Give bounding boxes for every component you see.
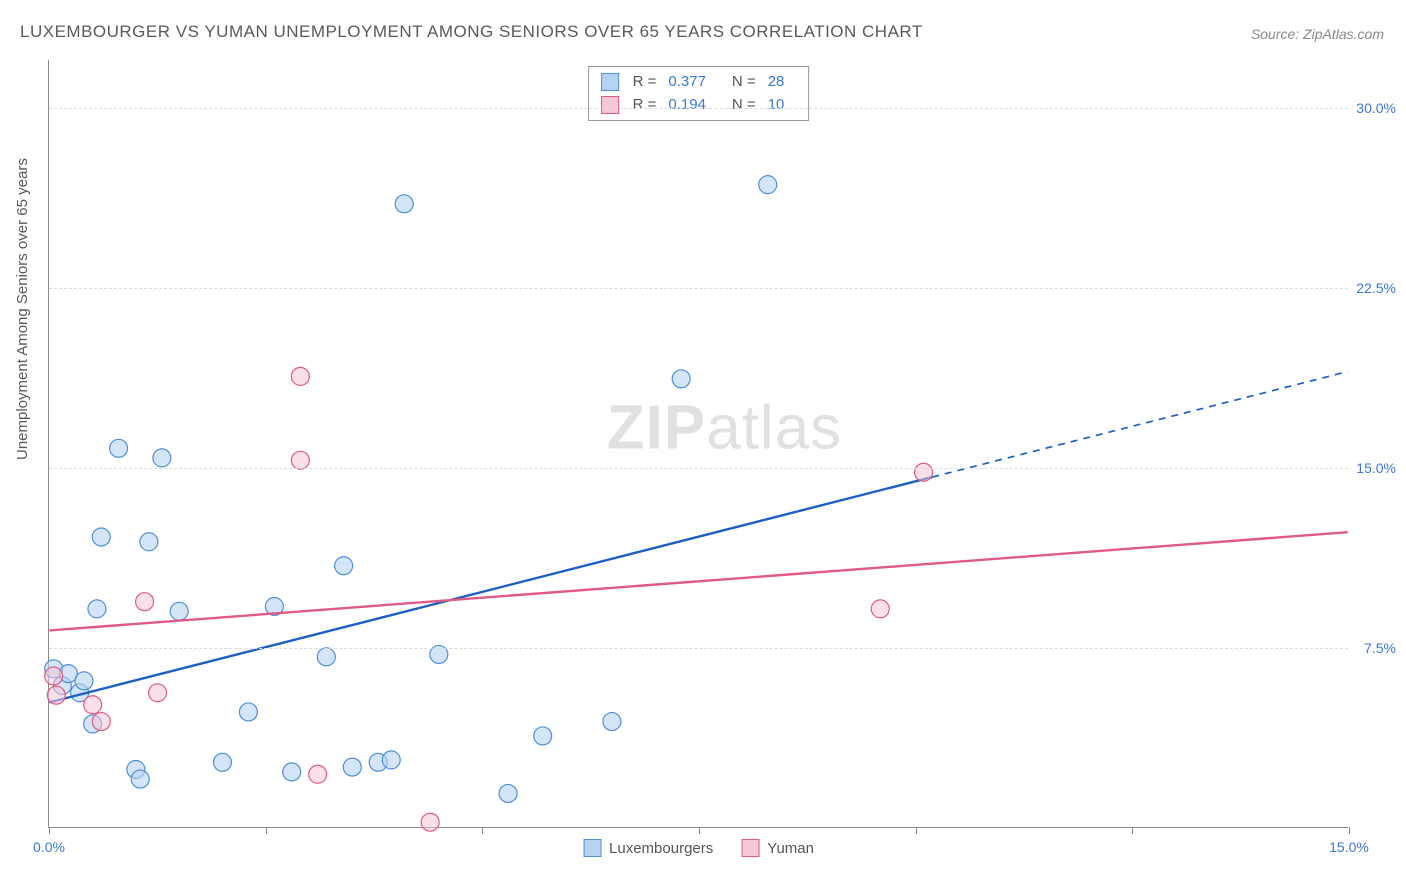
legend-swatch [601,96,619,114]
data-point [136,593,154,611]
y-tick-label: 15.0% [1352,460,1396,476]
legend-r-value: 0.194 [668,94,706,117]
y-tick-label: 30.0% [1352,100,1396,116]
legend-n-value: 28 [768,71,785,94]
gridline [49,468,1348,469]
series-legend-label: Yuman [767,840,814,857]
chart-title: LUXEMBOURGER VS YUMAN UNEMPLOYMENT AMONG… [20,22,923,42]
data-point [534,727,552,745]
series-legend-item: Luxembourgers [583,839,713,857]
data-point [915,463,933,481]
data-point [92,713,110,731]
data-point [382,751,400,769]
trend-line [49,477,932,702]
data-point [170,602,188,620]
x-tick [482,827,483,834]
series-legend-item: Yuman [741,839,814,857]
trend-line [49,532,1347,630]
data-point [213,753,231,771]
x-tick [699,827,700,834]
data-point [759,176,777,194]
legend-swatch [601,73,619,91]
legend-n-label: N = [732,94,756,117]
legend-n-value: 10 [768,94,785,117]
gridline [49,108,1348,109]
data-point [871,600,889,618]
data-point [421,813,439,831]
x-tick [916,827,917,834]
series-legend: Luxembourgers Yuman [583,839,814,857]
data-point [47,686,65,704]
data-point [110,439,128,457]
data-point [291,451,309,469]
data-point [84,696,102,714]
data-point [149,684,167,702]
y-tick-label: 7.5% [1352,640,1396,656]
gridline [49,648,1348,649]
x-tick-label: 15.0% [1329,839,1369,855]
legend-n-label: N = [732,71,756,94]
legend-r-value: 0.377 [668,71,706,94]
source-attribution: Source: ZipAtlas.com [1251,26,1384,42]
data-point [239,703,257,721]
scatter-svg [49,60,1348,827]
data-point [335,557,353,575]
data-point [92,528,110,546]
legend-row: R = 0.377 N = 28 [601,71,797,94]
legend-swatch [583,839,601,857]
correlation-legend: R = 0.377 N = 28 R = 0.194 N = 10 [588,66,810,121]
y-axis-label: Unemployment Among Seniors over 65 years [14,158,31,460]
data-point [88,600,106,618]
data-point [153,449,171,467]
x-tick [49,827,50,834]
gridline [49,288,1348,289]
x-tick [1132,827,1133,834]
x-tick [1349,827,1350,834]
data-point [140,533,158,551]
data-point [343,758,361,776]
data-point [283,763,301,781]
series-legend-label: Luxembourgers [609,840,713,857]
x-tick-label: 0.0% [33,839,65,855]
data-point [45,667,63,685]
x-tick [266,827,267,834]
data-point [131,770,149,788]
trend-line-extrapolated [932,372,1347,477]
data-point [395,195,413,213]
data-point [309,765,327,783]
plot-area: ZIPatlas R =0.377N =28R =0.194N =10 Luxe… [48,60,1348,828]
y-tick-label: 22.5% [1352,280,1396,296]
legend-swatch [741,839,759,857]
data-point [291,367,309,385]
legend-r-label: R = [633,94,657,117]
legend-row: R = 0.194 N = 10 [601,94,797,117]
legend-r-label: R = [633,71,657,94]
data-point [317,648,335,666]
data-point [75,672,93,690]
data-point [603,713,621,731]
data-point [672,370,690,388]
data-point [499,784,517,802]
